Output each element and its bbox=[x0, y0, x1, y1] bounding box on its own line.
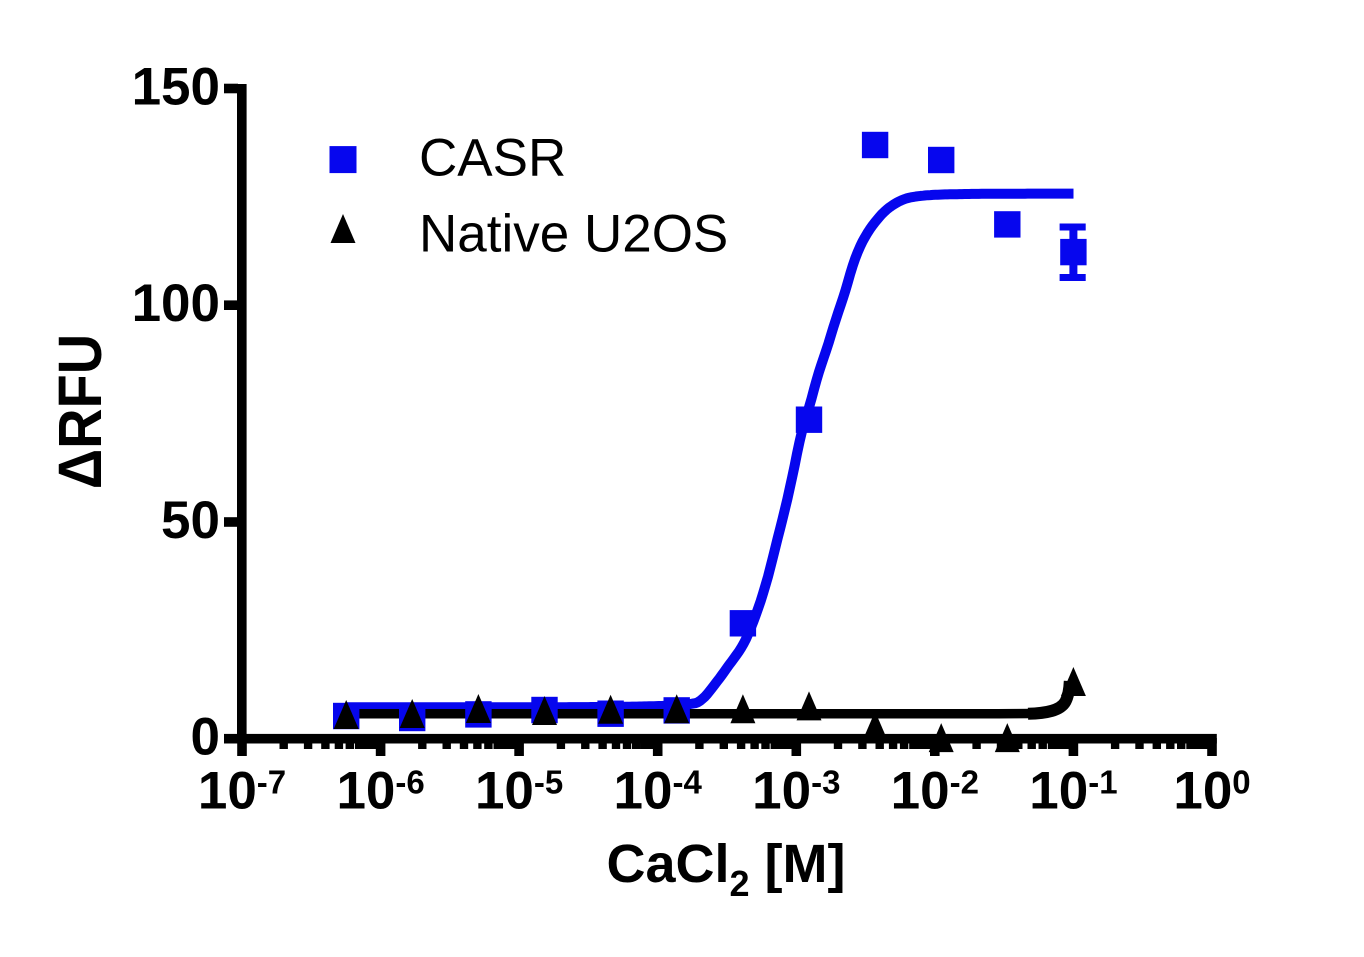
svg-text:CASR: CASR bbox=[419, 129, 566, 188]
svg-text:10-5: 10-5 bbox=[475, 762, 563, 821]
svg-text:100: 100 bbox=[132, 274, 220, 333]
svg-text:CaCl2 [M]: CaCl2 [M] bbox=[606, 834, 845, 904]
svg-text:10-6: 10-6 bbox=[336, 762, 424, 821]
svg-text:50: 50 bbox=[161, 491, 220, 550]
svg-text:0: 0 bbox=[191, 708, 220, 767]
svg-text:Native U2OS: Native U2OS bbox=[419, 205, 728, 264]
svg-text:ΔRFU: ΔRFU bbox=[47, 334, 115, 489]
svg-text:150: 150 bbox=[132, 57, 220, 116]
